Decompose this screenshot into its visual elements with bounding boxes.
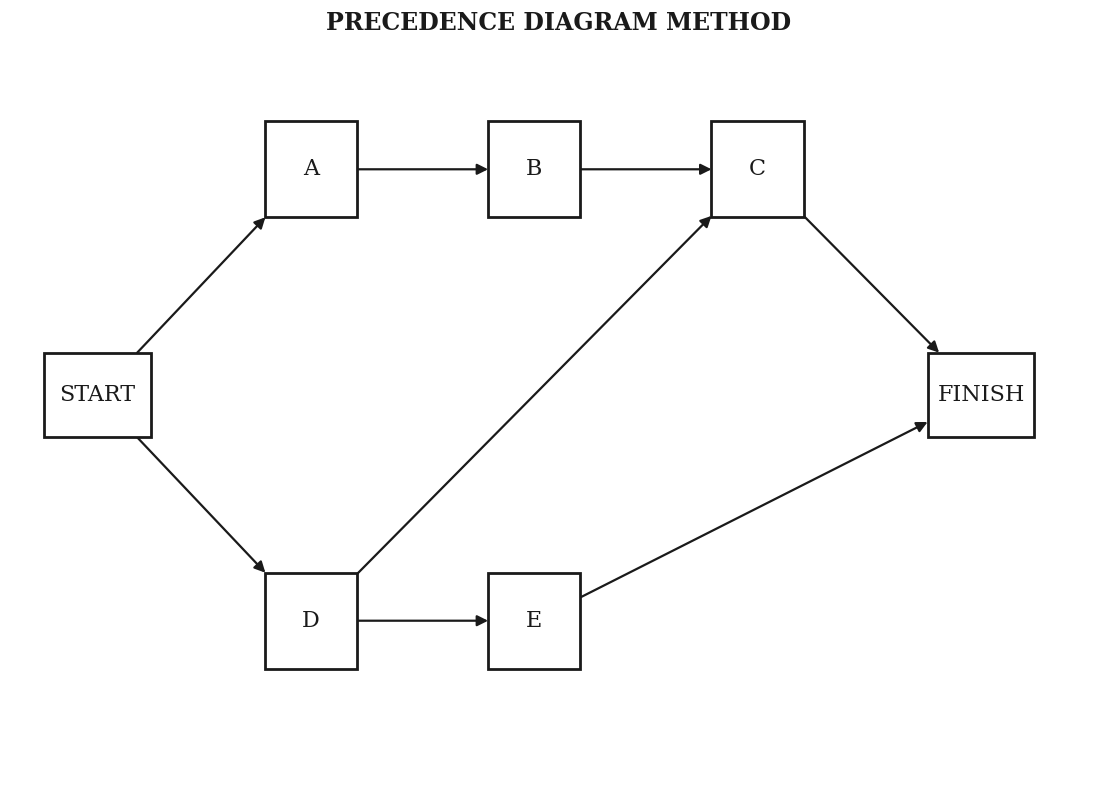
Bar (265, 122, 357, 217)
Text: D: D (302, 610, 319, 632)
Text: START: START (59, 384, 135, 406)
Text: FINISH: FINISH (937, 384, 1024, 406)
Text: A: A (303, 158, 318, 180)
Text: C: C (750, 158, 766, 180)
Bar (488, 122, 581, 217)
Bar (265, 573, 357, 668)
Text: B: B (526, 158, 543, 180)
Bar (927, 352, 1034, 438)
Bar (44, 352, 151, 438)
Text: E: E (526, 610, 543, 632)
Bar (488, 573, 581, 668)
Bar (712, 122, 804, 217)
Text: PRECEDENCE DIAGRAM METHOD: PRECEDENCE DIAGRAM METHOD (326, 10, 791, 35)
